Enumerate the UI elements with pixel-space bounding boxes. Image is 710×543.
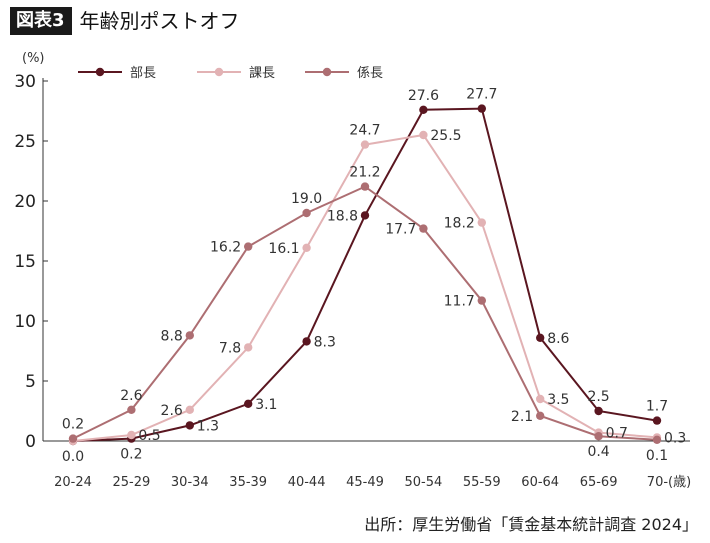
data-point [477, 296, 486, 305]
y-tick-label: 25 [14, 132, 36, 152]
data-point [185, 405, 194, 414]
legend-marker [95, 67, 105, 77]
data-label: 0.0 [62, 449, 84, 465]
y-tick-label: 30 [14, 72, 36, 92]
data-label: 16.1 [268, 241, 299, 257]
data-point [360, 140, 370, 149]
data-label: 24.7 [349, 123, 380, 139]
data-point [419, 105, 428, 115]
data-point [477, 218, 486, 227]
data-label: 1.3 [197, 418, 219, 434]
data-label: 0.5 [138, 428, 160, 444]
data-point [652, 416, 662, 425]
legend-label: 係長 [357, 66, 383, 81]
figure-label: 図表3 [10, 7, 72, 35]
data-label: 27.7 [466, 87, 497, 103]
x-tick-label: 45-49 [346, 475, 384, 490]
data-point [536, 394, 545, 404]
data-label: 2.1 [511, 409, 533, 425]
data-label: 11.7 [444, 294, 475, 310]
data-point [127, 405, 136, 414]
data-label: 8.3 [314, 334, 336, 350]
figure-title: 年齢別ポストオフ [79, 9, 240, 33]
data-label: 25.5 [430, 128, 461, 144]
y-tick-label: 15 [14, 252, 36, 272]
y-axis-label: (%) [22, 51, 45, 66]
x-tick-label: 25-29 [113, 475, 151, 490]
data-label: 0.4 [587, 444, 609, 460]
y-tick-label: 20 [14, 192, 36, 212]
data-point [302, 208, 311, 218]
data-label: 17.7 [385, 222, 416, 238]
data-label: 0.2 [120, 447, 142, 463]
data-point [68, 434, 78, 443]
legend-label: 課長 [249, 65, 275, 81]
x-tick-label: 70-(歳) [647, 475, 691, 490]
data-point [594, 432, 603, 441]
x-tick-label: 55-59 [463, 475, 501, 490]
x-tick-label: 20-24 [54, 475, 92, 490]
x-tick-label: 35-39 [229, 475, 267, 490]
data-label: 1.7 [646, 399, 668, 415]
data-point [244, 343, 253, 352]
data-point [185, 421, 194, 430]
data-label: 2.6 [120, 388, 142, 404]
data-label: 21.2 [349, 165, 380, 181]
data-point [419, 224, 428, 233]
data-label: 19.0 [291, 191, 322, 207]
data-point [536, 411, 545, 420]
x-tick-label: 65-69 [580, 475, 618, 490]
data-point [536, 333, 545, 342]
legend-label: 部長 [130, 66, 156, 81]
data-point [360, 211, 370, 220]
data-label: 27.6 [408, 88, 439, 104]
data-point [652, 435, 662, 444]
data-point [244, 242, 253, 251]
y-tick-label: 0 [25, 432, 36, 452]
x-tick-label: 30-34 [171, 475, 209, 490]
x-tick-label: 50-54 [405, 475, 443, 490]
source-note: 出所：厚生労働省「賃金基本統計調査 2024」 [364, 515, 698, 534]
data-label: 18.8 [327, 208, 358, 224]
data-point [302, 337, 311, 346]
data-label: 0.7 [606, 426, 628, 442]
data-point [302, 243, 311, 252]
legend-marker [322, 67, 332, 77]
data-point [360, 182, 370, 191]
figure-header: 図表3 年齢別ポストオフ [10, 6, 240, 36]
data-label: 18.2 [444, 216, 475, 232]
data-label: 3.5 [547, 392, 569, 408]
data-point [185, 331, 194, 340]
data-point [127, 430, 136, 440]
data-label: 2.6 [161, 403, 183, 419]
data-label: 8.8 [161, 328, 183, 344]
data-point [244, 399, 253, 408]
data-label: 16.2 [210, 240, 241, 256]
data-label: 3.1 [255, 397, 277, 413]
legend-marker [214, 67, 224, 77]
x-tick-label: 60-64 [521, 475, 559, 490]
x-tick-label: 40-44 [288, 475, 326, 490]
data-label: 7.8 [219, 340, 241, 356]
data-label: 0.1 [646, 448, 668, 464]
data-point [594, 406, 603, 416]
y-tick-label: 10 [14, 312, 36, 332]
data-label: 2.5 [587, 389, 609, 405]
data-point [477, 104, 486, 113]
data-label: 0.3 [664, 430, 686, 446]
y-tick-label: 5 [25, 372, 36, 392]
data-label: 8.6 [547, 331, 569, 347]
data-label: 0.2 [62, 417, 84, 433]
data-point [419, 130, 428, 140]
